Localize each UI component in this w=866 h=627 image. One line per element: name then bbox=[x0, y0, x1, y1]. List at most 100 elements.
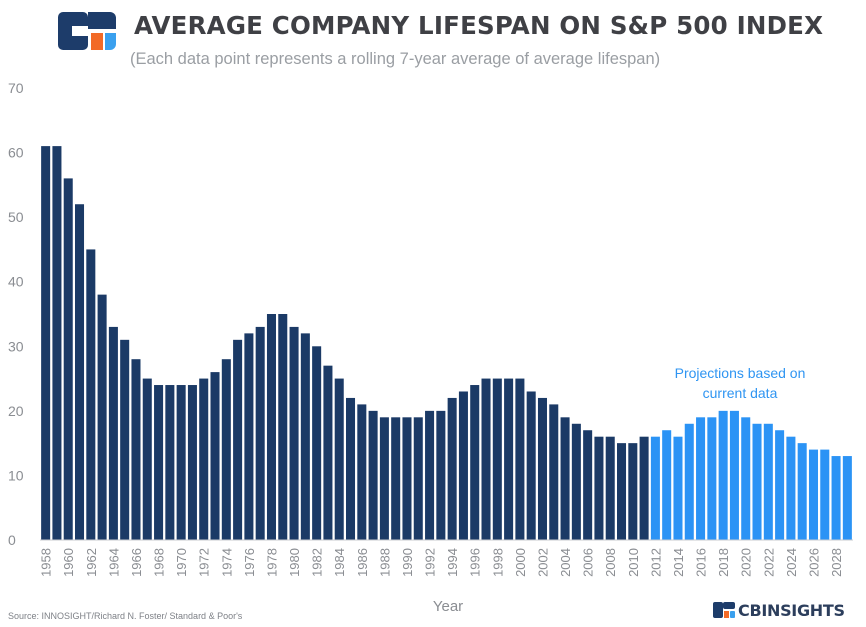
bar-1959 bbox=[52, 146, 62, 541]
bar-2008 bbox=[605, 436, 615, 540]
bar-1990 bbox=[402, 417, 412, 540]
x-tick-label: 1978 bbox=[264, 548, 279, 577]
brand-wordmark: CBINSIGHTS bbox=[738, 600, 845, 620]
y-tick-label: 20 bbox=[8, 403, 24, 419]
x-tick-label: 1988 bbox=[377, 548, 392, 577]
bar-2000 bbox=[515, 378, 525, 540]
cb-insights-logo-icon bbox=[58, 12, 116, 50]
bar-projection-2028 bbox=[831, 456, 841, 540]
x-tick-label: 2028 bbox=[829, 548, 844, 577]
bar-2001 bbox=[526, 391, 536, 540]
bar-1971 bbox=[187, 385, 197, 540]
bar-1991 bbox=[413, 417, 423, 540]
bar-1988 bbox=[379, 417, 389, 540]
brand-mark-left bbox=[713, 602, 723, 618]
bar-1972 bbox=[199, 378, 209, 540]
x-tick-label: 1966 bbox=[129, 548, 144, 577]
bar-projection-2013 bbox=[662, 430, 672, 540]
x-tick-label: 2024 bbox=[784, 548, 799, 577]
x-tick-label: 2018 bbox=[716, 548, 731, 577]
bar-1958 bbox=[41, 146, 51, 541]
x-tick-label: 1980 bbox=[287, 548, 302, 577]
logo-notch bbox=[72, 26, 88, 36]
bar-1982 bbox=[312, 346, 322, 540]
bar-1984 bbox=[334, 378, 344, 540]
bar-1970 bbox=[176, 385, 186, 540]
bar-2002 bbox=[537, 397, 547, 540]
bar-projection-2021 bbox=[752, 423, 762, 540]
bar-projection-2029 bbox=[842, 456, 852, 540]
x-tick-label: 2000 bbox=[513, 548, 528, 577]
bar-1998 bbox=[492, 378, 502, 540]
y-tick-label: 30 bbox=[8, 338, 24, 354]
x-axis-ticks: 1958 1960 1962 1964 1966 1968 1970 1972 1974 1976… bbox=[39, 548, 844, 577]
bar-projection-2020 bbox=[741, 417, 751, 540]
bar-projection-2012 bbox=[650, 436, 660, 540]
source-note: Source: INNOSIGHT/Richard N. Foster/ Sta… bbox=[8, 611, 243, 621]
bar-1978 bbox=[266, 314, 276, 540]
bar-2004 bbox=[560, 417, 570, 540]
y-tick-label: 0 bbox=[8, 532, 16, 548]
bar-1967 bbox=[142, 378, 152, 540]
bar-1996 bbox=[470, 385, 480, 540]
brand-mark-top bbox=[723, 602, 735, 609]
bar-1965 bbox=[120, 339, 130, 540]
bar-1980 bbox=[289, 326, 299, 540]
brand-mark-orange bbox=[724, 611, 729, 618]
bar-1989 bbox=[391, 417, 401, 540]
bar-projection-2025 bbox=[797, 443, 807, 540]
bar-projection-2024 bbox=[786, 436, 796, 540]
x-tick-label: 2016 bbox=[694, 548, 709, 577]
bar-1987 bbox=[368, 410, 378, 540]
y-axis-ticks: 0 10 20 30 40 50 60 70 bbox=[8, 80, 24, 548]
x-tick-label: 2012 bbox=[648, 548, 663, 577]
bar-1976 bbox=[244, 333, 254, 540]
bar-1986 bbox=[357, 404, 367, 540]
x-tick-label: 2020 bbox=[739, 548, 754, 577]
x-tick-label: 1994 bbox=[445, 548, 460, 577]
bar-2009 bbox=[617, 443, 627, 540]
bar-1974 bbox=[221, 359, 231, 540]
y-tick-label: 10 bbox=[8, 467, 24, 483]
bar-1999 bbox=[504, 378, 514, 540]
brand-mark-blue bbox=[730, 611, 735, 618]
projection-annotation-line1: Projections based on bbox=[675, 365, 806, 381]
y-tick-label: 40 bbox=[8, 274, 24, 290]
bar-projection-2018 bbox=[718, 410, 728, 540]
x-tick-label: 2006 bbox=[581, 548, 596, 577]
bar-1964 bbox=[108, 326, 118, 540]
x-tick-label: 2004 bbox=[558, 548, 573, 577]
x-tick-label: 1974 bbox=[219, 548, 234, 577]
bar-projection-2027 bbox=[820, 449, 830, 540]
bar-1975 bbox=[233, 339, 243, 540]
x-tick-label: 1982 bbox=[310, 548, 325, 577]
bar-1973 bbox=[210, 372, 220, 540]
x-tick-label: 2022 bbox=[761, 548, 776, 577]
bar-projection-2015 bbox=[684, 423, 694, 540]
bar-1992 bbox=[425, 410, 435, 540]
x-tick-label: 1984 bbox=[332, 548, 347, 577]
x-tick-label: 1990 bbox=[400, 548, 415, 577]
bar-1994 bbox=[447, 397, 457, 540]
bar-1968 bbox=[154, 385, 164, 540]
x-tick-label: 2010 bbox=[626, 548, 641, 577]
bar-2007 bbox=[594, 436, 604, 540]
bar-1997 bbox=[481, 378, 491, 540]
bar-projection-2014 bbox=[673, 436, 683, 540]
x-tick-label: 1996 bbox=[468, 548, 483, 577]
bar-1969 bbox=[165, 385, 175, 540]
x-tick-label: 1962 bbox=[84, 548, 99, 577]
x-tick-label: 1976 bbox=[242, 548, 257, 577]
bar-1962 bbox=[86, 249, 96, 540]
x-tick-label: 2002 bbox=[535, 548, 550, 577]
bar-1960 bbox=[63, 178, 73, 540]
x-axis-title: Year bbox=[433, 598, 463, 615]
logo-orange-block bbox=[91, 33, 103, 50]
bar-2011 bbox=[639, 436, 649, 540]
x-tick-label: 1958 bbox=[39, 548, 54, 577]
bar-2006 bbox=[583, 430, 593, 540]
bar-1985 bbox=[346, 397, 356, 540]
x-tick-label: 1960 bbox=[61, 548, 76, 577]
x-tick-label: 2026 bbox=[806, 548, 821, 577]
x-tick-label: 1968 bbox=[152, 548, 167, 577]
